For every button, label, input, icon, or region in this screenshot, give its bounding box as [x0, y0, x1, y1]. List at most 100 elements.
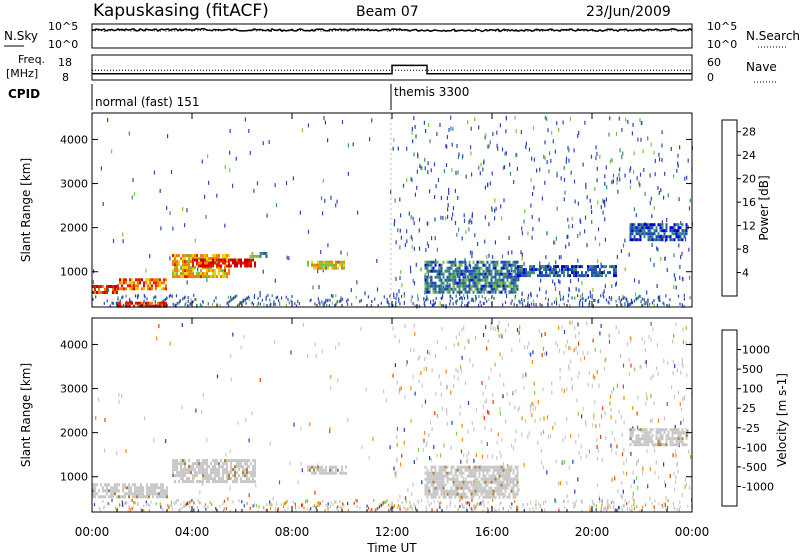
power-region-cell: [202, 264, 204, 268]
velocity-region-cell: [154, 483, 156, 487]
power-ground-point: [649, 302, 651, 306]
velocity-scatter-point: [181, 405, 183, 410]
velocity-region-cell: [510, 489, 513, 493]
power-region-cell: [184, 254, 186, 258]
velocity-region-cell: [500, 474, 503, 478]
velocity-region-cell: [681, 437, 684, 441]
velocity-ground-point: [342, 502, 344, 506]
velocity-ground-point: [595, 504, 597, 508]
freq-line: [92, 64, 692, 75]
velocity-region-cell: [128, 492, 130, 496]
velocity-scatter-point: [293, 422, 295, 427]
power-region-cell: [438, 272, 441, 276]
velocity-region-cell: [190, 480, 192, 484]
power-region-cell: [307, 260, 309, 264]
power-scatter-point: [568, 242, 570, 247]
velocity-region-cell: [649, 437, 652, 441]
velocity-region-cell: [496, 471, 499, 475]
power-scatter-point: [624, 302, 626, 307]
power-scatter-point: [395, 276, 397, 281]
power-region-cell: [186, 275, 188, 279]
power-scatter-point: [515, 129, 517, 134]
velocity-region-cell: [474, 483, 477, 487]
velocity-scatter-point: [569, 346, 572, 351]
velocity-region-cell: [188, 468, 190, 472]
velocity-scatter-point: [104, 448, 106, 453]
velocity-region-cell: [148, 495, 150, 499]
velocity-scatter-point: [649, 496, 651, 501]
velocity-ground-point: [370, 509, 372, 513]
power-region-cell: [172, 260, 174, 264]
velocity-region-cell: [442, 468, 445, 472]
velocity-ground-point: [198, 501, 200, 505]
power-scatter-point: [618, 172, 620, 177]
power-region-cell: [200, 261, 202, 265]
power-scatter-point: [468, 227, 470, 232]
power-region-cell: [494, 278, 497, 282]
power-ground-point: [630, 298, 633, 302]
power-ground-point: [257, 303, 259, 307]
velocity-region-cell: [486, 483, 489, 487]
power-region-cell: [335, 266, 337, 270]
power-scatter-point: [307, 123, 310, 128]
velocity-region-cell: [671, 434, 674, 438]
power-region-cell: [204, 260, 206, 264]
velocity-region-cell: [182, 459, 184, 463]
velocity-region-cell: [651, 440, 654, 444]
power-scatter-point: [647, 136, 649, 141]
power-region-cell: [210, 275, 212, 279]
power-scatter-point: [596, 151, 598, 156]
velocity-scatter-point: [566, 339, 568, 344]
power-ground-point: [233, 296, 235, 300]
velocity-region-cell: [657, 443, 660, 447]
velocity-region-cell: [134, 486, 136, 490]
power-region-cell: [117, 301, 119, 305]
velocity-region-cell: [426, 486, 429, 490]
power-scatter-point: [496, 143, 498, 148]
velocity-ground-point: [298, 505, 300, 509]
velocity-region-cell: [216, 480, 218, 484]
power-region-cell: [484, 275, 487, 279]
power-region-cell: [557, 265, 559, 269]
power-scatter-point: [411, 178, 413, 183]
velocity-ground-point: [403, 505, 405, 509]
velocity-region-cell: [172, 471, 174, 475]
power-region-cell: [510, 287, 513, 291]
velocity-region-cell: [466, 474, 469, 478]
velocity-scatter-point: [487, 409, 489, 414]
power-ground-point: [647, 298, 649, 302]
power-region-cell: [440, 284, 443, 288]
velocity-region-cell: [202, 471, 204, 475]
power-ground-point: [635, 297, 637, 301]
velocity-ground-point: [463, 505, 465, 509]
power-region-cell: [647, 238, 650, 242]
power-region-cell: [521, 271, 523, 275]
power-scatter-point: [433, 162, 436, 167]
power-region-cell: [448, 275, 451, 279]
velocity-scatter-point: [554, 421, 556, 426]
velocity-region-cell: [146, 492, 148, 496]
velocity-scatter-point: [599, 349, 602, 354]
velocity-scatter-point: [463, 326, 465, 330]
power-scatter-point: [688, 247, 690, 252]
velocity-scatter-point: [504, 493, 506, 498]
power-ground-point: [196, 303, 198, 307]
power-region-cell: [265, 251, 268, 255]
power-ground-point: [479, 300, 481, 304]
power-ground-point: [504, 300, 507, 304]
power-scatter-point: [505, 151, 507, 156]
velocity-scatter-point: [471, 421, 473, 426]
velocity-region-cell: [122, 495, 124, 499]
velocity-scatter-point: [461, 328, 463, 333]
velocity-region-cell: [236, 477, 238, 481]
velocity-scatter-point: [492, 326, 494, 331]
velocity-ground-point: [623, 504, 625, 508]
velocity-scatter-point: [658, 475, 660, 480]
power-region-cell: [519, 268, 521, 272]
power-ground-point: [638, 295, 640, 299]
velocity-ground-point: [316, 504, 318, 508]
power-ground-point: [571, 296, 573, 300]
power-region-cell: [633, 229, 636, 233]
velocity-ground-point: [175, 500, 177, 503]
